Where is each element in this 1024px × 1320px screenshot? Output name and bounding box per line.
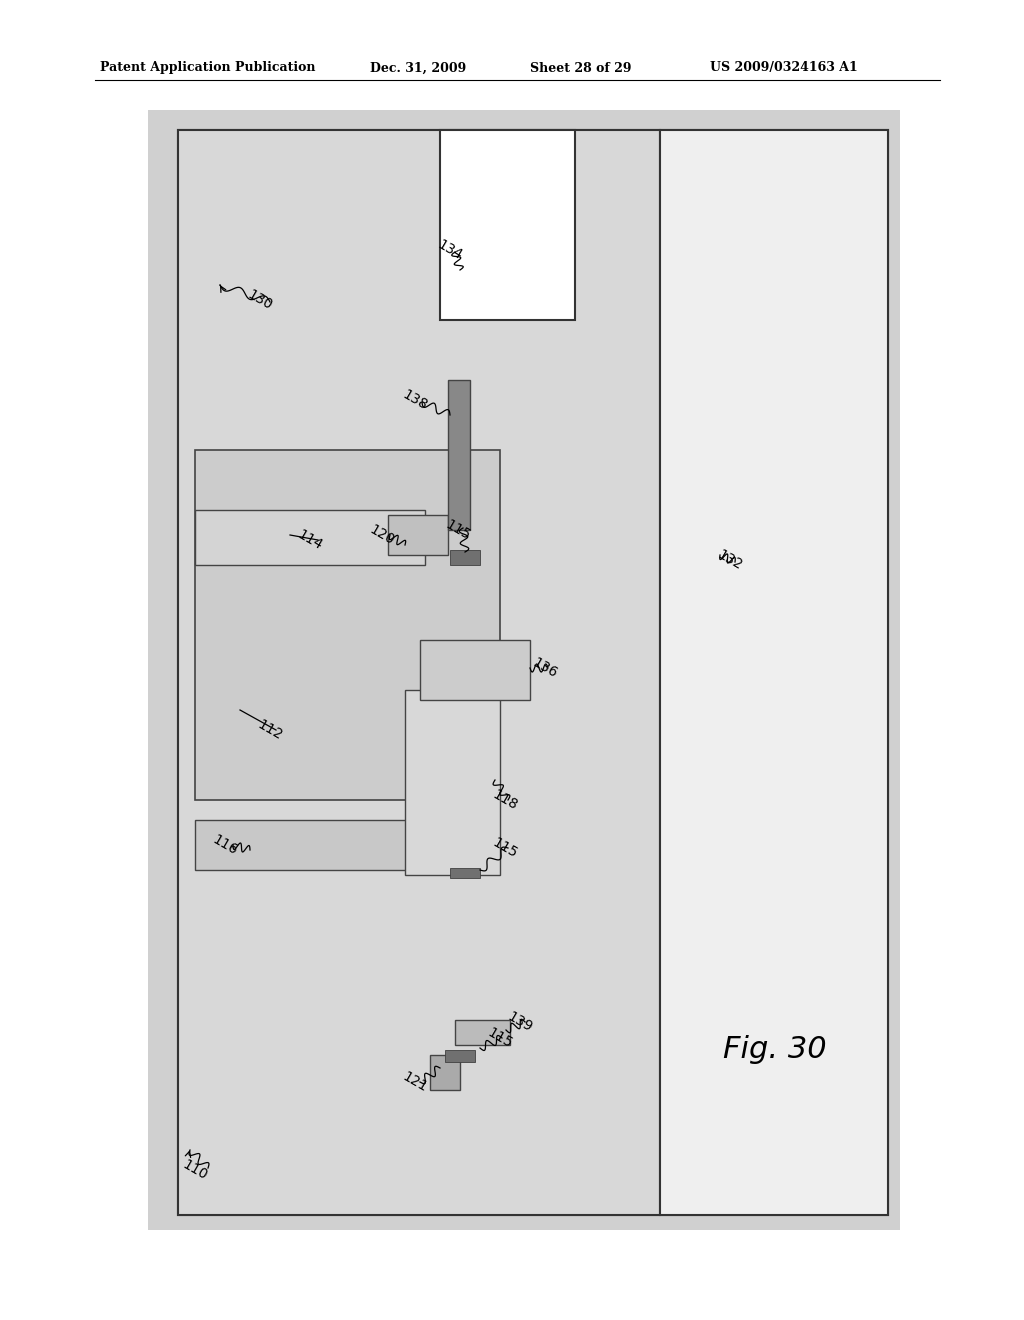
Text: Dec. 31, 2009: Dec. 31, 2009 [370,62,466,74]
Text: 132: 132 [715,548,744,573]
Bar [420,640,530,700]
Bar [406,690,500,875]
Bar [660,129,888,1214]
Text: 114: 114 [295,527,325,553]
Bar [450,550,480,565]
Text: 115: 115 [485,1026,515,1051]
Text: US 2009/0324163 A1: US 2009/0324163 A1 [710,62,858,74]
Text: 112: 112 [255,717,285,743]
Bar [178,129,660,1214]
Text: 110: 110 [180,1158,210,1183]
Text: Sheet 28 of 29: Sheet 28 of 29 [530,62,632,74]
Bar [455,1020,510,1045]
Bar [445,1049,475,1063]
Bar [178,129,888,1214]
Bar [148,110,900,1230]
Bar [388,515,449,554]
Text: 130: 130 [245,288,274,313]
Bar [450,869,480,878]
Text: 136: 136 [530,655,560,681]
Text: 115: 115 [443,517,473,543]
Text: 139: 139 [505,1010,535,1035]
Bar [195,820,460,870]
Text: 116: 116 [210,833,240,858]
Text: Fig. 30: Fig. 30 [723,1035,826,1064]
Text: 115: 115 [490,836,520,861]
Bar [440,129,575,319]
Text: 121: 121 [400,1069,430,1094]
Bar [430,1055,460,1090]
Text: 134: 134 [435,238,465,263]
Text: 138: 138 [400,387,430,413]
Bar [449,380,470,531]
Text: 118: 118 [489,787,520,813]
Text: 120: 120 [367,523,397,548]
Bar [195,450,500,800]
Text: Patent Application Publication: Patent Application Publication [100,62,315,74]
Bar [195,510,425,565]
